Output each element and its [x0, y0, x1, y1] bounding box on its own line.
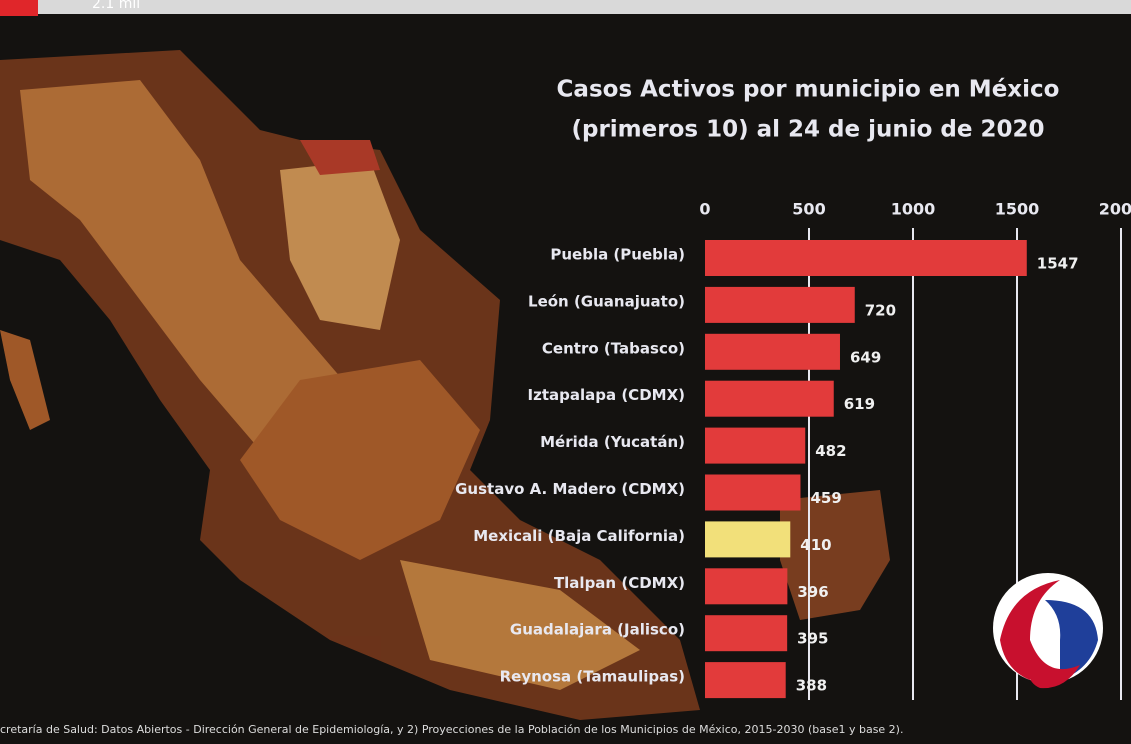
bar	[705, 474, 801, 511]
top-bar	[0, 0, 1131, 14]
bar	[705, 615, 788, 652]
bar	[705, 333, 840, 370]
x-tick-label: 1000	[891, 200, 936, 219]
y-tick-label: Puebla (Puebla)	[550, 246, 685, 264]
bar	[705, 662, 786, 699]
logo	[993, 573, 1103, 689]
bar	[705, 380, 834, 417]
map-background	[0, 50, 890, 720]
y-tick-label: Reynosa (Tamaulipas)	[500, 668, 685, 686]
live-badge	[0, 0, 38, 16]
bar	[705, 240, 1027, 276]
y-tick-label: Tlalpan (CDMX)	[554, 574, 685, 592]
value-label: 649	[850, 348, 881, 366]
bar	[705, 286, 855, 323]
value-label: 410	[800, 536, 831, 554]
value-label: 482	[815, 442, 846, 460]
value-label: 619	[844, 395, 875, 413]
x-tick-label: 1500	[995, 200, 1040, 219]
chart-title: (primeros 10) al 24 de junio de 2020	[571, 117, 1044, 143]
y-tick-label: Mérida (Yucatán)	[540, 433, 685, 451]
x-tick-label: 2000	[1099, 200, 1131, 219]
y-tick-label: Gustavo A. Madero (CDMX)	[455, 480, 685, 498]
view-count: 2.1 mil	[92, 0, 140, 12]
x-tick-label: 500	[792, 200, 825, 219]
value-label: 459	[810, 489, 841, 507]
value-label: 720	[865, 301, 896, 319]
value-label: 395	[797, 630, 828, 648]
y-tick-label: Mexicali (Baja California)	[473, 527, 685, 545]
bar	[705, 521, 791, 558]
value-label: 388	[796, 677, 827, 695]
y-tick-label: Guadalajara (Jalisco)	[510, 621, 685, 639]
chart-title: Casos Activos por municipio en México	[557, 77, 1060, 103]
value-label: 396	[797, 583, 828, 601]
y-tick-label: Centro (Tabasco)	[542, 339, 685, 357]
x-tick-label: 0	[699, 200, 710, 219]
y-tick-label: Iztapalapa (CDMX)	[528, 386, 685, 404]
bar	[705, 427, 806, 464]
value-label: 1547	[1037, 255, 1079, 273]
source-note: cretaría de Salud: Datos Abiertos - Dire…	[0, 723, 903, 736]
bar	[705, 568, 788, 605]
y-tick-label: León (Guanajuato)	[528, 292, 685, 310]
